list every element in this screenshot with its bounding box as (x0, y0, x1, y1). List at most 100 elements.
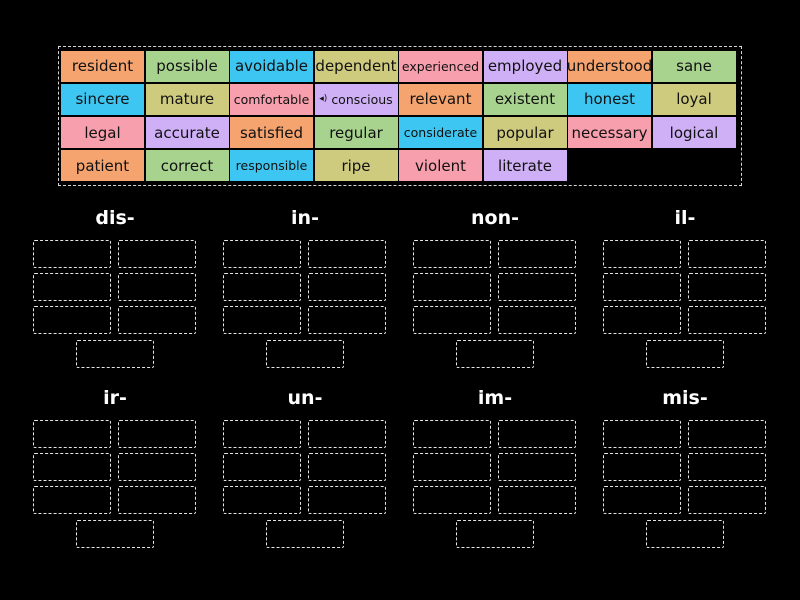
drop-slot[interactable] (223, 240, 301, 268)
drop-slot[interactable] (688, 240, 766, 268)
drop-slot[interactable] (498, 420, 576, 448)
word-tile[interactable]: responsible (230, 150, 313, 182)
word-tile[interactable]: possible (145, 50, 229, 82)
word-tile-label: correct (160, 156, 214, 175)
drop-slot[interactable] (688, 486, 766, 514)
word-tile[interactable]: regular (314, 117, 398, 149)
drop-slot[interactable] (118, 453, 196, 481)
word-tile[interactable]: ripe (314, 150, 398, 182)
drop-slot[interactable] (265, 340, 344, 368)
drop-slot[interactable] (455, 520, 534, 548)
word-tile[interactable]: popular (483, 117, 567, 149)
word-tile-label: ripe (341, 156, 371, 175)
drop-slot[interactable] (645, 340, 724, 368)
drop-slot[interactable] (688, 453, 766, 481)
word-tile-label: loyal (676, 90, 712, 109)
word-tile[interactable]: necessary (568, 117, 651, 149)
drop-slot[interactable] (118, 306, 196, 334)
drop-slot[interactable] (223, 486, 301, 514)
drop-slot[interactable] (603, 273, 681, 301)
drop-slot[interactable] (413, 306, 491, 334)
drop-slot[interactable] (498, 240, 576, 268)
word-tile-label: resident (71, 57, 134, 75)
drop-slot[interactable] (75, 340, 154, 368)
drop-slot[interactable] (413, 453, 491, 481)
word-tile[interactable]: literate (483, 150, 567, 182)
drop-slot[interactable] (413, 420, 491, 448)
word-tile-label: violent (414, 156, 466, 175)
drop-slot[interactable] (75, 520, 154, 548)
drop-slot[interactable] (498, 486, 576, 514)
word-tile-label: legal (84, 123, 121, 142)
drop-slot[interactable] (223, 306, 301, 334)
drop-slot[interactable] (33, 486, 111, 514)
drop-slot[interactable] (413, 240, 491, 268)
word-tile[interactable]: sane (652, 50, 736, 82)
drop-slot[interactable] (498, 306, 576, 334)
word-tile[interactable]: existent (483, 83, 567, 115)
word-tile[interactable]: avoidable (230, 50, 313, 82)
word-tile[interactable]: legal (61, 117, 144, 149)
word-tile[interactable]: comfortable (230, 83, 313, 115)
word-tile[interactable]: satisfied (230, 117, 313, 149)
drop-slot[interactable] (645, 520, 724, 548)
word-tile[interactable]: employed (483, 50, 567, 82)
group-title: in- (291, 207, 319, 229)
word-tile[interactable]: considerate (399, 117, 482, 149)
drop-slot[interactable] (308, 420, 386, 448)
word-tile-label: necessary (571, 123, 648, 142)
drop-slot[interactable] (118, 486, 196, 514)
word-tile[interactable]: resident (61, 50, 144, 82)
word-tile[interactable]: ◂) conscious (314, 83, 398, 115)
drop-slot[interactable] (33, 306, 111, 334)
word-tile-label: considerate (403, 125, 478, 141)
drop-slot[interactable] (223, 453, 301, 481)
word-tile[interactable]: accurate (145, 117, 229, 149)
drop-slot[interactable] (33, 240, 111, 268)
drop-slot[interactable] (118, 240, 196, 268)
word-tile[interactable]: logical (652, 117, 736, 149)
word-tile[interactable]: understood (567, 50, 652, 82)
word-tile[interactable]: experienced (399, 50, 482, 82)
drop-slot[interactable] (603, 240, 681, 268)
drop-slot[interactable] (118, 420, 196, 448)
drop-slot[interactable] (603, 420, 681, 448)
word-tile[interactable]: loyal (652, 83, 736, 115)
drop-slot[interactable] (413, 486, 491, 514)
drop-slot[interactable] (223, 273, 301, 301)
drop-slot[interactable] (308, 453, 386, 481)
word-tile-label: literate (498, 156, 552, 175)
word-tile[interactable]: dependent (314, 50, 398, 82)
word-tile[interactable]: violent (399, 150, 482, 182)
drop-slot[interactable] (265, 520, 344, 548)
word-tile[interactable]: honest (568, 83, 651, 115)
drop-slot[interactable] (498, 273, 576, 301)
drop-slot[interactable] (308, 486, 386, 514)
drop-slot[interactable] (308, 240, 386, 268)
word-tile[interactable]: patient (61, 150, 144, 182)
word-tile[interactable]: correct (145, 150, 229, 182)
drop-slot[interactable] (308, 273, 386, 301)
drop-slot[interactable] (413, 273, 491, 301)
word-tile[interactable]: relevant (399, 83, 482, 115)
drop-slot[interactable] (688, 306, 766, 334)
word-tile-label: honest (583, 90, 636, 109)
word-tile[interactable]: mature (145, 83, 229, 115)
word-tile-label: employed (487, 57, 563, 75)
drop-slot[interactable] (33, 273, 111, 301)
drop-slot[interactable] (33, 420, 111, 448)
drop-slot[interactable] (223, 420, 301, 448)
word-tile[interactable]: sincere (61, 83, 144, 115)
drop-slot[interactable] (603, 486, 681, 514)
drop-slot[interactable] (118, 273, 196, 301)
drop-slot[interactable] (498, 453, 576, 481)
drop-slot[interactable] (603, 306, 681, 334)
drop-slot[interactable] (308, 306, 386, 334)
drop-slot[interactable] (603, 453, 681, 481)
drop-slot[interactable] (688, 420, 766, 448)
drop-slot[interactable] (33, 453, 111, 481)
drop-slot[interactable] (688, 273, 766, 301)
speaker-icon[interactable]: ◂) (319, 94, 328, 105)
drop-slot[interactable] (455, 340, 534, 368)
